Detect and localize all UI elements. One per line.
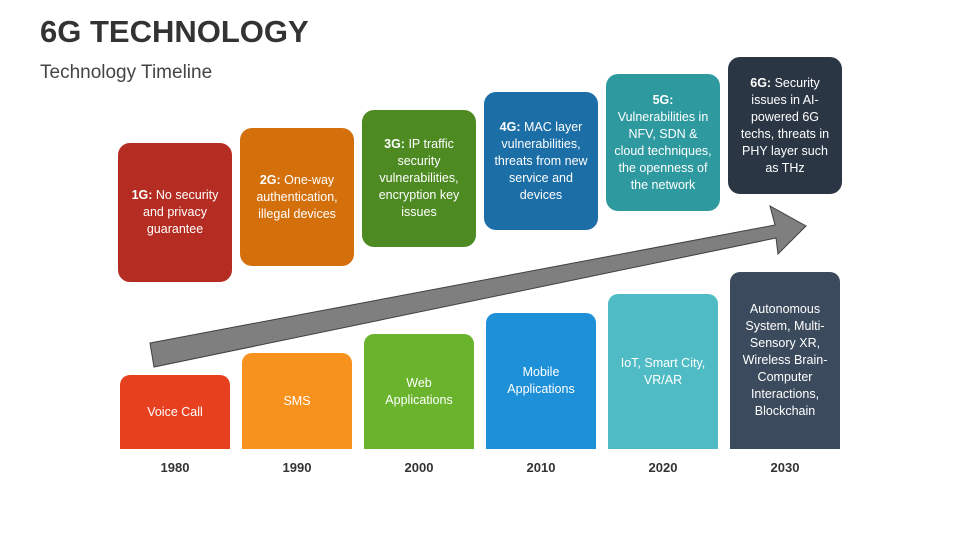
application-text: Autonomous System, Multi-Sensory XR, Wir…	[742, 302, 828, 418]
threat-text: 1G: No security and privacy guarantee	[126, 187, 224, 238]
application-text: IoT, Smart City, VR/AR	[620, 355, 706, 387]
year-label: 2030	[770, 460, 800, 475]
threat-description: IP traffic security vulnerabilities, enc…	[378, 137, 460, 219]
application-box: Autonomous System, Multi-Sensory XR, Wir…	[730, 272, 840, 449]
threat-text: 6G: Security issues in AI-powered 6G tec…	[736, 75, 834, 177]
application-box: Web Applications	[364, 334, 474, 449]
threat-description: Vulnerabilities in NFV, SDN & cloud tech…	[614, 109, 712, 192]
year-label: 2020	[648, 460, 678, 475]
generation-label: 3G:	[384, 137, 405, 151]
threat-box: 2G: One-way authentication, illegal devi…	[240, 128, 354, 266]
threat-box: 3G: IP traffic security vulnerabilities,…	[362, 110, 476, 247]
threat-box: 1G: No security and privacy guarantee	[118, 143, 232, 282]
generation-label: 2G:	[259, 172, 281, 187]
application-text: Voice Call	[147, 404, 203, 419]
year-label: 2000	[404, 460, 434, 475]
application-text: Mobile Applications	[507, 365, 575, 396]
application-box: Voice Call	[120, 375, 230, 449]
generation-label: 1G:	[131, 188, 153, 202]
threat-box: 5G: Vulnerabilities in NFV, SDN & cloud …	[606, 74, 720, 211]
threat-box: 4G: MAC layer vulnerabilities, threats f…	[484, 92, 598, 230]
threat-box: 6G: Security issues in AI-powered 6G tec…	[728, 57, 842, 194]
threat-description: One-way authentication, illegal devices	[256, 172, 338, 221]
subtitle: Technology Timeline	[40, 62, 213, 83]
application-box: SMS	[242, 353, 352, 449]
application-text: SMS	[283, 393, 311, 408]
threat-description: No security and privacy guarantee	[143, 188, 219, 236]
application-text: Web Applications	[385, 375, 453, 407]
application-box: Mobile Applications	[486, 313, 596, 449]
generation-label: 4G:	[499, 119, 521, 134]
title: 6G TECHNOLOGY	[40, 14, 309, 49]
generation-label: 6G:	[750, 75, 772, 90]
year-label: 1990	[282, 460, 312, 475]
threat-description: MAC layer vulnerabilities, threats from …	[494, 119, 588, 202]
threat-text: 2G: One-way authentication, illegal devi…	[248, 172, 346, 223]
year-label: 1980	[160, 460, 190, 475]
threat-text: 4G: MAC layer vulnerabilities, threats f…	[492, 119, 590, 204]
application-box: IoT, Smart City, VR/AR	[608, 294, 718, 449]
generation-label: 5G:	[652, 92, 674, 107]
threat-text: 5G: Vulnerabilities in NFV, SDN & cloud …	[614, 92, 712, 194]
year-label: 2010	[526, 460, 556, 475]
threat-text: 3G: IP traffic security vulnerabilities,…	[370, 136, 468, 221]
threat-description: Security issues in AI-powered 6G techs, …	[740, 75, 830, 175]
arrow	[149, 204, 807, 368]
